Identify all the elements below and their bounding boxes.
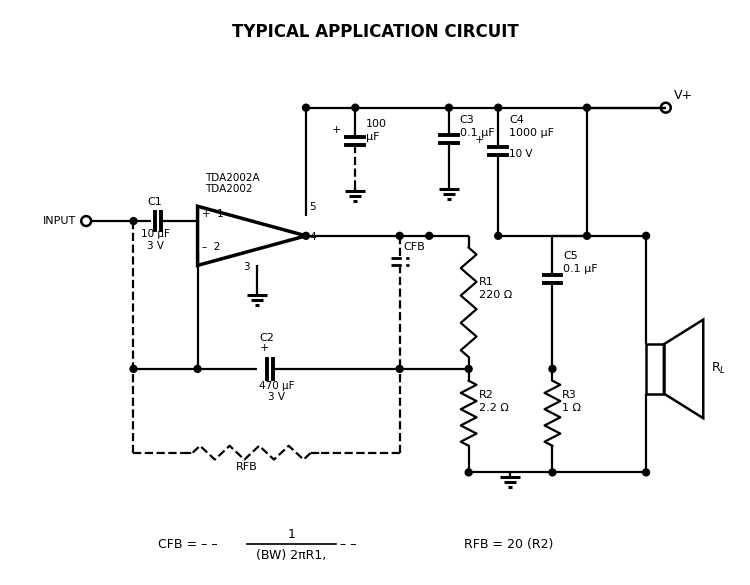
Circle shape: [643, 232, 650, 239]
Text: 0.1 μF: 0.1 μF: [563, 264, 598, 274]
Text: 0.1 μF: 0.1 μF: [460, 128, 494, 138]
Text: (BW) 2πR1,: (BW) 2πR1,: [256, 549, 326, 562]
Text: 1 Ω: 1 Ω: [562, 403, 581, 413]
Text: CFB: CFB: [404, 242, 425, 252]
Text: 10 V: 10 V: [509, 149, 532, 159]
Text: 5: 5: [309, 202, 316, 212]
Text: 3 V: 3 V: [147, 240, 164, 250]
Text: V+: V+: [674, 90, 693, 102]
Text: 3 V: 3 V: [268, 393, 285, 402]
Text: 1: 1: [287, 528, 296, 541]
Text: C5: C5: [563, 252, 578, 261]
Circle shape: [465, 469, 472, 476]
Circle shape: [302, 104, 310, 111]
Text: 220 Ω: 220 Ω: [478, 290, 512, 300]
Text: 1000 μF: 1000 μF: [509, 128, 554, 138]
Circle shape: [130, 366, 137, 372]
Circle shape: [495, 232, 502, 239]
Text: R$_L$: R$_L$: [711, 362, 726, 376]
Text: C2: C2: [260, 333, 274, 343]
Circle shape: [643, 469, 650, 476]
Text: – –: – –: [340, 538, 357, 551]
Circle shape: [396, 232, 403, 239]
Circle shape: [130, 218, 137, 225]
Circle shape: [426, 232, 433, 239]
Text: R2: R2: [478, 390, 494, 401]
Circle shape: [549, 469, 556, 476]
Text: C1: C1: [148, 197, 163, 207]
Circle shape: [352, 104, 358, 111]
Circle shape: [396, 366, 403, 372]
Text: –  2: – 2: [202, 242, 220, 252]
Text: TDA2002A: TDA2002A: [206, 173, 260, 183]
Text: CFB = – –: CFB = – –: [158, 538, 218, 551]
Text: 470 μF: 470 μF: [259, 381, 294, 391]
Text: 4: 4: [309, 232, 316, 242]
Text: 2.2 Ω: 2.2 Ω: [478, 403, 508, 413]
Text: μF: μF: [366, 132, 380, 142]
Text: C4: C4: [509, 115, 524, 125]
Text: 100: 100: [366, 119, 387, 129]
Text: RFB = 20 (R2): RFB = 20 (R2): [464, 538, 553, 551]
Text: +  1: + 1: [202, 209, 224, 219]
Text: RFB: RFB: [236, 462, 258, 473]
Circle shape: [495, 104, 502, 111]
Text: +: +: [332, 125, 341, 135]
Circle shape: [446, 104, 452, 111]
Text: INPUT: INPUT: [43, 216, 76, 226]
Circle shape: [584, 104, 590, 111]
Text: C3: C3: [460, 115, 475, 125]
Text: TYPICAL APPLICATION CIRCUIT: TYPICAL APPLICATION CIRCUIT: [232, 23, 518, 41]
Text: 3: 3: [244, 262, 250, 273]
Text: R1: R1: [478, 277, 494, 287]
Text: +: +: [475, 135, 484, 145]
Circle shape: [549, 366, 556, 372]
Circle shape: [465, 366, 472, 372]
Text: +: +: [260, 343, 269, 353]
Circle shape: [584, 232, 590, 239]
Circle shape: [194, 366, 201, 372]
Text: 10 μF: 10 μF: [141, 229, 170, 239]
Text: TDA2002: TDA2002: [206, 184, 253, 194]
Circle shape: [302, 232, 310, 239]
Text: R3: R3: [562, 390, 577, 401]
